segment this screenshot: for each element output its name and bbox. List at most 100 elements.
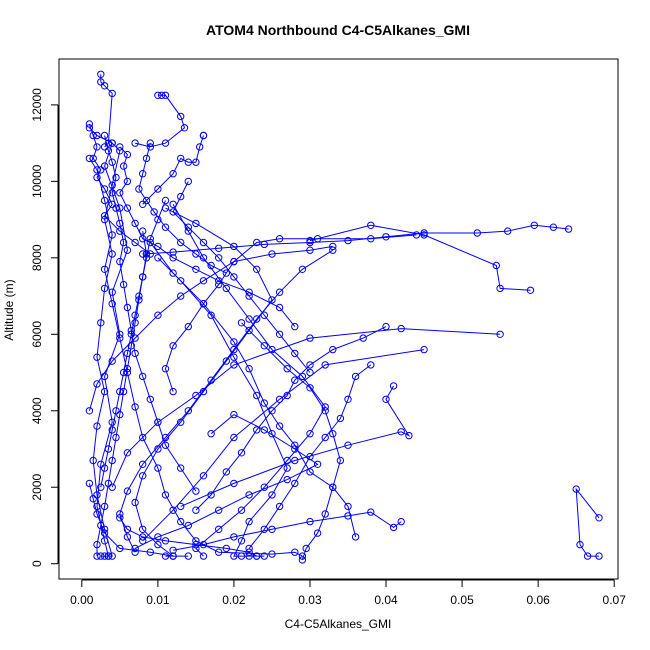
data-point xyxy=(93,173,101,182)
series-line xyxy=(92,142,121,557)
data-point xyxy=(100,464,109,472)
data-point xyxy=(131,238,139,247)
data-point xyxy=(397,428,405,436)
data-point xyxy=(504,227,512,235)
data-point xyxy=(123,150,132,159)
data-point xyxy=(123,177,132,186)
data-point xyxy=(321,407,329,415)
series-line xyxy=(575,487,600,557)
data-point xyxy=(526,286,535,294)
data-point xyxy=(131,498,139,507)
plot-area xyxy=(58,58,619,580)
data-point xyxy=(283,456,291,465)
data-point xyxy=(329,242,337,251)
data-point xyxy=(245,548,253,556)
data-point xyxy=(93,510,101,518)
data-point xyxy=(192,250,200,258)
data-point xyxy=(583,552,592,560)
data-point xyxy=(245,292,253,300)
data-point xyxy=(123,246,132,254)
data-point xyxy=(275,502,284,511)
data-point xyxy=(351,533,360,541)
data-point xyxy=(192,265,200,273)
data-point xyxy=(306,452,314,461)
data-point xyxy=(530,221,538,230)
series-line xyxy=(88,483,189,557)
series-line xyxy=(142,224,569,255)
data-point xyxy=(97,166,105,174)
data-point xyxy=(85,479,94,488)
data-point xyxy=(116,143,124,151)
data-point xyxy=(119,162,128,170)
data-point xyxy=(260,426,268,434)
data-point xyxy=(576,540,584,549)
data-point xyxy=(135,185,143,193)
data-point xyxy=(161,196,170,205)
data-point xyxy=(161,139,170,147)
data-point xyxy=(93,143,101,151)
data-point xyxy=(89,131,97,140)
data-point xyxy=(139,250,147,258)
data-point xyxy=(344,512,352,520)
data-point xyxy=(496,284,504,293)
data-point xyxy=(237,319,246,327)
data-point xyxy=(230,433,238,442)
data-point xyxy=(97,552,105,560)
data-point xyxy=(275,288,284,296)
series-line xyxy=(138,142,227,274)
y-tick-label: 8000 xyxy=(30,244,44,271)
series-line xyxy=(134,207,273,557)
data-point xyxy=(112,407,120,415)
data-point xyxy=(100,284,109,293)
data-point xyxy=(131,319,139,327)
data-point xyxy=(329,483,337,491)
data-point xyxy=(89,456,97,465)
data-point xyxy=(123,449,132,457)
data-point xyxy=(104,139,113,147)
data-point xyxy=(123,533,132,541)
x-tick-label: 0.01 xyxy=(146,593,170,607)
data-point xyxy=(116,387,124,396)
data-point xyxy=(161,365,170,373)
x-tick-label: 0.07 xyxy=(603,593,627,607)
data-point xyxy=(139,273,147,281)
series-line xyxy=(172,204,326,557)
data-point xyxy=(169,342,177,350)
series-line xyxy=(195,326,387,511)
data-point xyxy=(275,235,284,243)
data-point xyxy=(245,365,253,373)
data-point xyxy=(169,208,177,216)
data-point xyxy=(275,330,284,338)
data-point xyxy=(139,200,147,209)
data-point xyxy=(260,311,268,319)
data-point xyxy=(131,548,139,556)
data-point xyxy=(222,357,231,365)
data-point xyxy=(150,208,158,216)
data-point xyxy=(116,219,124,228)
data-point xyxy=(306,334,314,342)
data-point xyxy=(85,154,94,163)
data-point xyxy=(199,472,208,480)
data-point xyxy=(291,445,299,453)
data-point xyxy=(199,387,208,396)
data-point xyxy=(549,223,558,231)
data-point xyxy=(119,280,128,289)
x-tick-label: 0.02 xyxy=(222,593,246,607)
data-point xyxy=(321,433,329,442)
data-point xyxy=(93,552,101,560)
data-point xyxy=(112,433,120,442)
data-point xyxy=(127,330,136,338)
data-point xyxy=(329,345,337,354)
data-point xyxy=(93,540,101,549)
data-point xyxy=(85,120,94,128)
data-point xyxy=(215,254,223,262)
data-point xyxy=(192,158,200,166)
data-point xyxy=(222,269,231,277)
data-point xyxy=(184,177,193,186)
data-point xyxy=(215,506,223,514)
data-point xyxy=(306,430,314,438)
data-point xyxy=(184,223,193,231)
data-point xyxy=(215,548,223,556)
data-point xyxy=(283,464,291,472)
x-tick-label: 0.05 xyxy=(450,593,474,607)
